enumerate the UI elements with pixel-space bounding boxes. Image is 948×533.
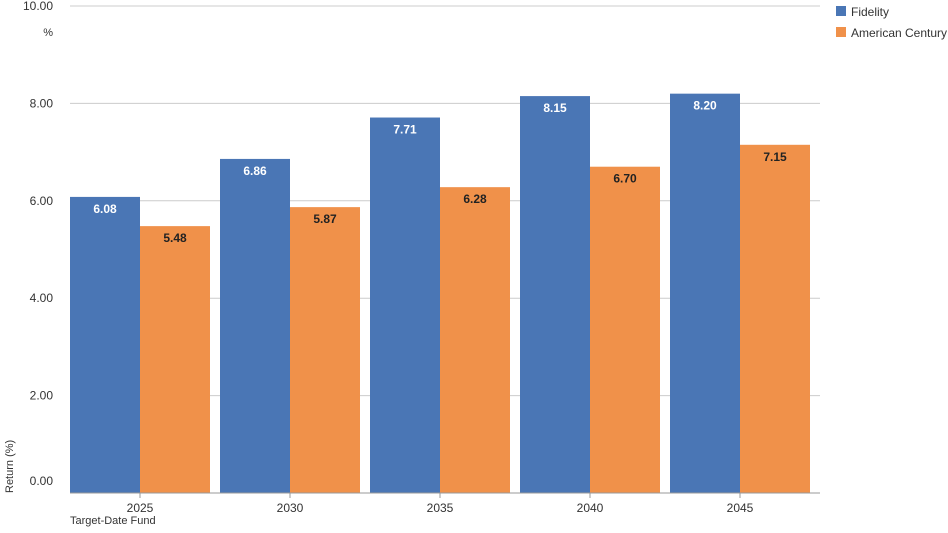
x-tick-label: 2045 bbox=[727, 501, 754, 515]
y-tick-label: 8.00 bbox=[30, 96, 54, 110]
legend-label: American Century bbox=[851, 26, 947, 40]
data-label: 6.70 bbox=[613, 172, 637, 186]
legend-label: Fidelity bbox=[851, 5, 889, 19]
bar bbox=[70, 196, 140, 494]
data-label: 7.71 bbox=[393, 123, 417, 137]
bar bbox=[290, 207, 360, 494]
bar bbox=[440, 187, 510, 493]
bar bbox=[740, 144, 810, 494]
bar bbox=[670, 93, 740, 493]
data-label: 8.15 bbox=[543, 101, 567, 115]
bar bbox=[220, 158, 290, 493]
data-label: 5.48 bbox=[163, 231, 187, 245]
x-tick-label: 2030 bbox=[277, 501, 304, 515]
x-axis-title: Target-Date Fund bbox=[70, 515, 156, 527]
y-tick-label: 0.00 bbox=[30, 474, 54, 488]
bar bbox=[370, 117, 440, 493]
data-label: 6.08 bbox=[93, 202, 117, 216]
x-tick-label: 2040 bbox=[577, 501, 604, 515]
data-label: 7.15 bbox=[763, 150, 787, 164]
bars: 6.08 5.48 6.86 5.87 7.71 6.28 8.15 6.70 8.20 7.15 bbox=[70, 93, 810, 494]
legend: Fidelity American Century bbox=[836, 5, 947, 40]
y-tick-label: 10.00 bbox=[23, 0, 53, 13]
legend-swatch bbox=[836, 27, 846, 37]
bar bbox=[520, 96, 590, 493]
data-label: 6.86 bbox=[243, 164, 267, 178]
legend-swatch bbox=[836, 6, 846, 16]
data-label: 5.87 bbox=[313, 212, 337, 226]
y-tick-label: 4.00 bbox=[30, 291, 54, 305]
y-axis-title: Return (%) bbox=[4, 440, 16, 493]
x-tick-label: 2035 bbox=[427, 501, 454, 515]
y-axis-unit: % bbox=[43, 27, 53, 39]
data-label: 6.28 bbox=[463, 192, 487, 206]
y-tick-label: 2.00 bbox=[30, 389, 54, 403]
y-axis-ticks: 0.00 2.00 4.00 6.00 8.00 10.00 bbox=[23, 0, 53, 488]
y-tick-label: 6.00 bbox=[30, 194, 54, 208]
bar bbox=[140, 226, 210, 493]
bar bbox=[590, 166, 660, 493]
data-label: 8.20 bbox=[693, 99, 717, 113]
x-tick-label: 2025 bbox=[127, 501, 154, 515]
x-axis-ticks: 2025 2030 2035 2040 2045 bbox=[127, 493, 754, 515]
